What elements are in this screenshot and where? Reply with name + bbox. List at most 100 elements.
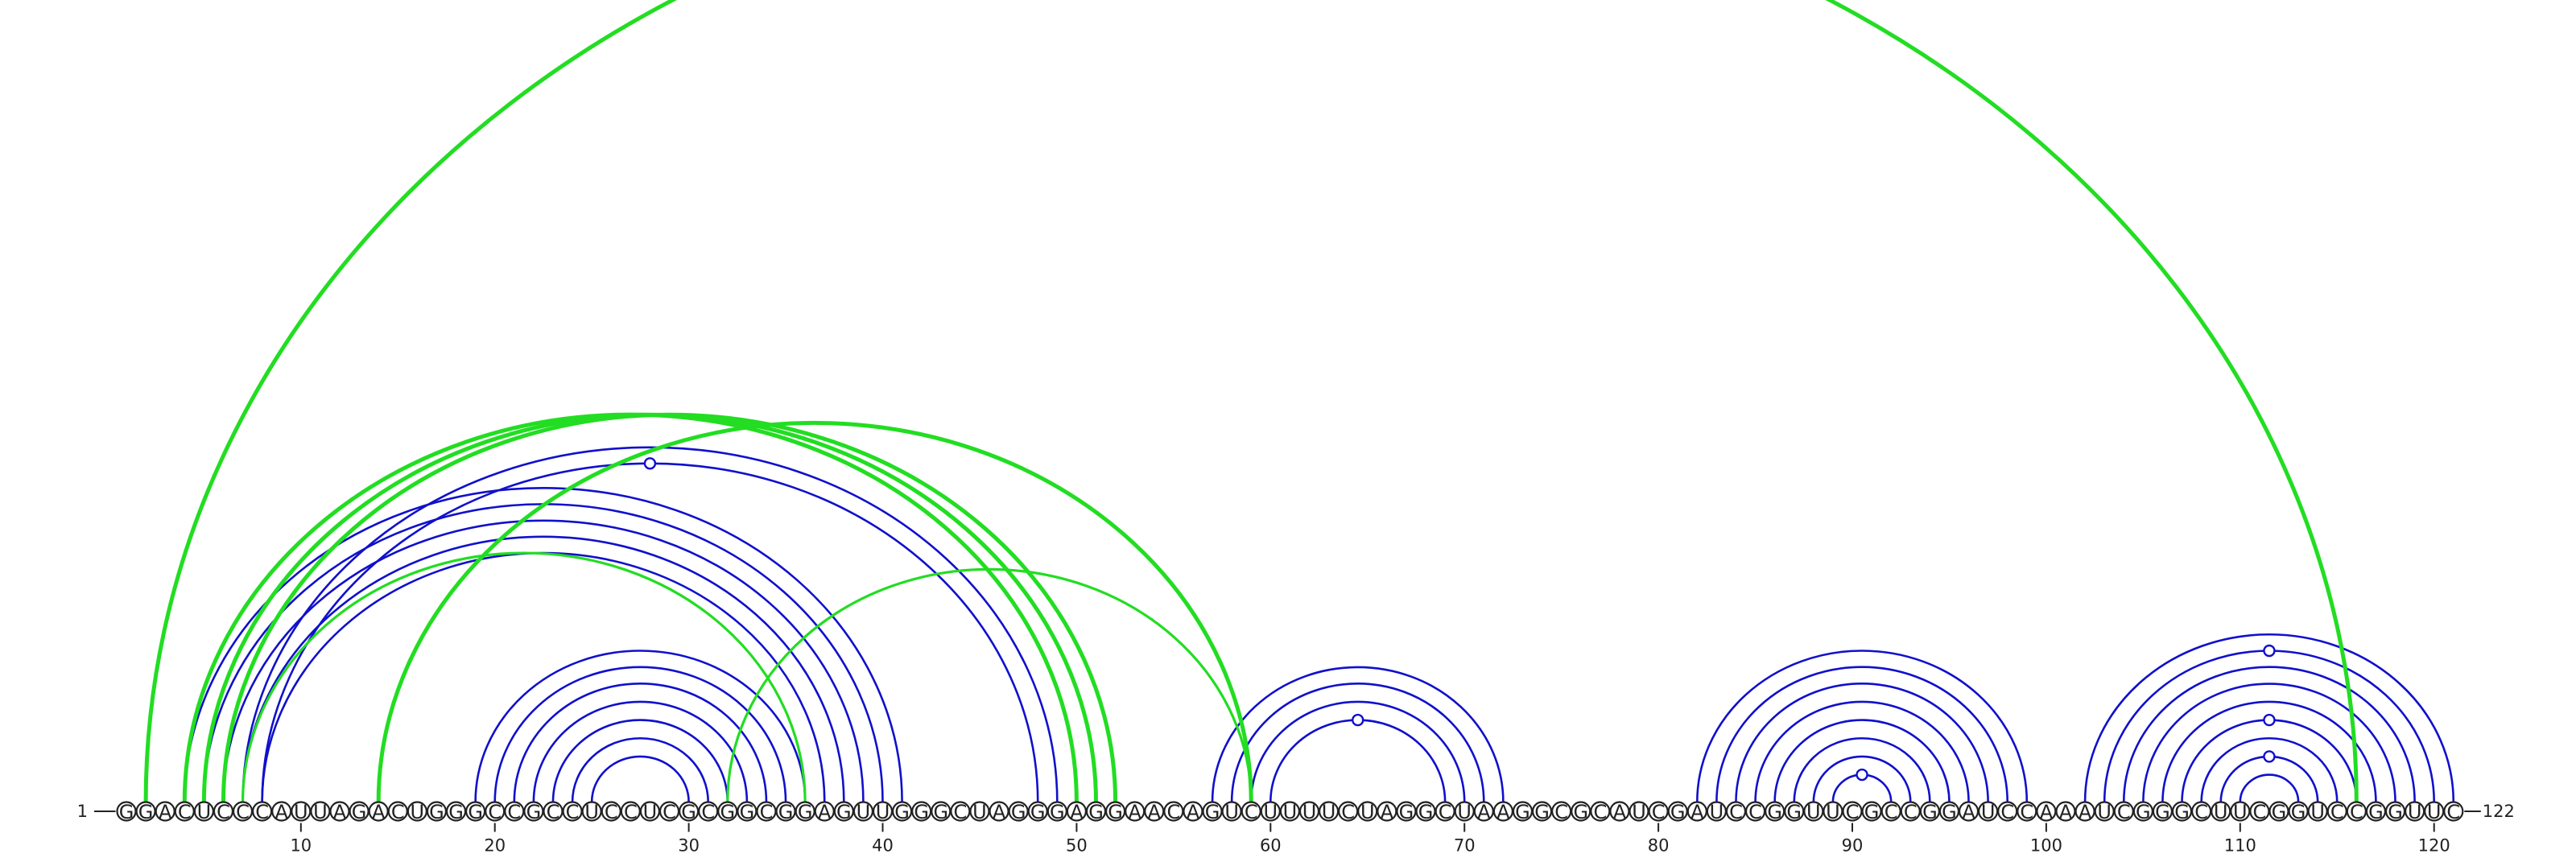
nucleotide-letter: A [1496, 801, 1510, 823]
nucleotide-letter: U [2427, 801, 2442, 823]
blue-arcs [183, 446, 2455, 802]
nucleotide: A [368, 801, 389, 823]
nucleotide: C [1338, 801, 1359, 823]
nucleotide-letter: C [2194, 801, 2208, 823]
nucleotide-letter: C [1341, 801, 1355, 823]
nucleotide: A [1958, 801, 1979, 823]
blue-arc [1735, 683, 1989, 802]
nucleotide: G [1667, 801, 1688, 823]
sequence-start-label: 1 [77, 802, 88, 821]
nucleotide: G [717, 801, 738, 823]
nucleotide-letter: G [138, 801, 154, 823]
nucleotide-letter: C [1439, 801, 1452, 823]
nucleotide-letter: C [488, 801, 502, 823]
nucleotide: G [116, 801, 137, 823]
nucleotide-letter: G [2155, 801, 2170, 823]
nucleotide-letter: G [1050, 801, 1065, 823]
blue-arc [2161, 700, 2377, 802]
nucleotide-letter: G [2368, 801, 2384, 823]
nucleotide-letter: C [1593, 801, 1607, 823]
nucleotide-letter: U [643, 801, 658, 823]
nucleotide: G [2132, 801, 2153, 823]
nucleotide-letter: U [1360, 801, 1375, 823]
nucleotide-letter: C [507, 801, 521, 823]
nucleotide-letter: C [2330, 801, 2344, 823]
nucleotide: C [174, 801, 195, 823]
nucleotide-letter: C [2020, 801, 2033, 823]
nucleotide-letter: U [1302, 801, 1317, 823]
nucleotide-letter: U [2310, 801, 2325, 823]
nucleotide-letter: A [1613, 801, 1627, 823]
tick-label: 60 [1260, 836, 1282, 856]
nucleotide: A [1377, 801, 1397, 823]
nucleotide: G [1085, 801, 1107, 823]
nucleotide: U [2230, 801, 2251, 823]
nucleotide-circle [2443, 801, 2464, 822]
blue-arc [1211, 666, 1505, 802]
blue-arc [242, 535, 845, 802]
nucleotide: G [679, 801, 700, 823]
nucleotide: G [349, 801, 369, 823]
nucleotide: U [581, 801, 602, 823]
blue-arc [1754, 700, 1970, 802]
nucleotide-letter: A [1128, 801, 1141, 823]
nucleotide: A [271, 801, 292, 823]
blue-arc [222, 519, 865, 802]
nucleotide: U [969, 801, 990, 823]
nucleotide: C [1725, 801, 1747, 823]
nucleotide: C [1842, 801, 1863, 823]
nucleotide: C [1590, 801, 1611, 823]
tick-label: 120 [2418, 836, 2450, 856]
nucleotide: G [135, 801, 156, 823]
nucleotide: C [485, 801, 506, 823]
nucleotide-letter: G [778, 801, 794, 823]
green-arc [376, 420, 1253, 802]
nucleotide-letter: G [2174, 801, 2190, 823]
nucleotide: G [1046, 801, 1067, 823]
nucleotide: U [639, 801, 661, 823]
nucleotide-letter: G [1088, 801, 1104, 823]
nucleotide-letter: G [1922, 801, 1938, 823]
nucleotide-letter: C [1729, 801, 1743, 823]
nucleotide: A [1473, 801, 1494, 823]
nucleotide: G [1571, 801, 1591, 823]
tick-label: 10 [290, 836, 312, 856]
nucleotide-letter: G [1399, 801, 1414, 823]
nucleotide-letter: U [1322, 801, 1336, 823]
nucleotide-letter: C [1166, 801, 1180, 823]
nucleotide-letter: C [1652, 801, 1666, 823]
nucleotide: A [2036, 801, 2057, 823]
nucleotide: G [833, 801, 854, 823]
nucleotide-letter: G [1011, 801, 1026, 823]
nucleotide: G [1531, 801, 1553, 823]
nucleotide-letter: C [178, 801, 192, 823]
green-arcs [143, 0, 2359, 802]
nucleotide: A [2055, 801, 2076, 823]
nucleotide: C [1163, 801, 1184, 823]
nucleotide-letter: G [798, 801, 813, 823]
nucleotide-letter: C [2117, 801, 2131, 823]
green-arc [221, 412, 1118, 802]
nucleotide: C [232, 801, 254, 823]
green-arc [241, 551, 807, 802]
blue-arc [1715, 666, 2009, 802]
nucleotide-letter: G [933, 801, 948, 823]
nucleotide-letter: G [1515, 801, 1530, 823]
nucleotide: G [1396, 801, 1417, 823]
nucleotide-letter: A [1148, 801, 1162, 823]
open-circle-marker [643, 457, 657, 470]
nucleotide-letter: U [2097, 801, 2112, 823]
nucleotide: C [756, 801, 777, 823]
nucleotide: U [1318, 801, 1340, 823]
nucleotide-letter: G [1864, 801, 1880, 823]
nucleotide-letter: A [2040, 801, 2054, 823]
nucleotide-letter: U [2408, 801, 2422, 823]
nucleotide: C [252, 801, 273, 823]
nucleotide-letter: G [1786, 801, 1802, 823]
nucleotide-letter: G [2388, 801, 2403, 823]
nucleotide-letter: G [352, 801, 367, 823]
blue-arc [2239, 773, 2300, 802]
nucleotide: A [2074, 801, 2095, 823]
nucleotide: U [1279, 801, 1301, 823]
tick-label: 40 [872, 836, 894, 856]
